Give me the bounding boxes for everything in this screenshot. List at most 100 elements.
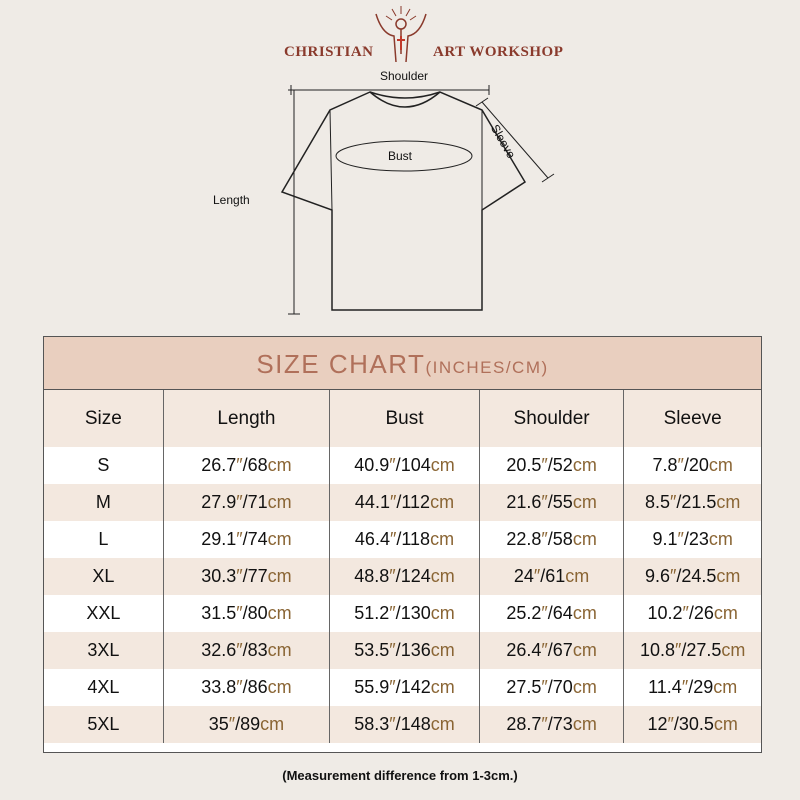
cm-value: 74 [247,529,268,549]
measurement-cell: 21.6 ″/55 cm [480,484,625,521]
cm-value: 23 [688,529,709,549]
cm-value: 64 [552,603,573,623]
cm-unit: cm [713,677,738,697]
cm-value: 67 [552,640,573,660]
inch-unit: ″ [389,529,397,549]
cm-unit: cm [572,714,597,734]
inch-value: 9.6 [644,566,670,586]
measurement-cell: 27.5 ″/70 cm [480,669,625,706]
cm-unit: cm [721,640,746,660]
column-header-sleeve: Sleeve [663,407,722,429]
measurement-cell: 7.8 ″/20 cm [652,455,733,475]
size-cell: 5XL [44,706,164,743]
inch-value: 10.2 [647,603,683,623]
column-header-shoulder: Shoulder [480,390,625,447]
table-row: XXL 31.5 ″/80 cm 51.2 ″/130 cm 25.2 ″/64 cm 10.2 ″ /… [44,595,761,632]
inch-unit: ″ [236,640,243,660]
inch-unit: ″ [389,455,396,475]
cm-unit: cm [430,455,455,475]
measurement-cell: 32.6 ″/83 cm [164,632,331,669]
cm-unit: cm [708,529,733,549]
header-row: Size Length Bust Shoulder Sleeve [44,390,761,447]
cm-value: 142 [400,677,431,697]
inch-unit: ″ [541,603,548,623]
measurement-cell: 27.9 ″/71 cm [164,484,331,521]
cm-value: 112 [401,492,431,512]
cm-unit: cm [572,529,597,549]
column-header-bust: Bust [330,390,480,447]
inch-value: 48.8 [354,566,390,586]
cm-value: 130 [400,603,431,623]
measurement-cell: 40.9 ″/104 cm [330,447,480,484]
inch-value: 53.5 [354,640,390,660]
cm-unit: cm [716,492,741,512]
cm-unit: cm [565,566,590,586]
inch-value: 27.9 [201,492,237,512]
cm-value: 29 [693,677,714,697]
cm-value: 52 [552,455,573,475]
cm-value: 61 [545,566,566,586]
measurement-cell: 10.2 ″/26 cm [647,603,738,623]
cm-unit: cm [572,492,597,512]
cm-value: 148 [400,714,431,734]
cm-unit: cm [716,566,741,586]
cm-unit: cm [260,714,285,734]
inch-unit: ″ [667,714,674,734]
table-row: M 27.9 ″/71 cm 44.1 ″/112 cm 21.6 ″/55 cm 8.5 ″/21.… [44,484,761,521]
inch-value: 40.9 [354,455,390,475]
cm-unit: cm [572,677,597,697]
column-header-length: Length [164,390,331,447]
measurement-note: (Measurement difference from 1-3cm.) [282,768,518,783]
brand-name-left: CHRISTIAN [284,44,374,60]
column-header-size: Size [44,390,164,447]
inch-unit: ″ [389,492,397,512]
cm-unit: cm [267,455,292,475]
cm-value: 68 [247,455,268,475]
inch-unit: ″ [669,492,677,512]
measurement-cell: 58.3 ″/148 cm [330,706,480,743]
inch-value: 51.2 [354,603,390,623]
inch-value: 35 [208,714,229,734]
measurement-cell: 31.5 ″/80 cm [164,595,331,632]
inch-value: 20.5 [506,455,542,475]
cm-unit: cm [430,677,455,697]
inch-unit: ″ [541,677,548,697]
cm-value: 118 [401,529,431,549]
size-cell: L [44,521,164,558]
inch-value: 46.4 [354,529,390,549]
inch-value: 33.8 [201,677,237,697]
cm-value: 70 [552,677,573,697]
cm-unit: cm [708,455,733,475]
cm-value: 30.5 [678,714,714,734]
measurement-cell: 55.9 ″/142 cm [330,669,480,706]
inch-value: 10.8 [639,640,675,660]
cm-unit: cm [430,603,455,623]
inch-unit: ″ [236,455,243,475]
inch-unit: ″ [541,455,548,475]
table-row: XL 30.3 ″/77 cm 48.8 ″/124 cm 24 ″/61 cm 9.6 ″/24.5… [44,558,761,595]
cm-value: 73 [552,714,573,734]
inch-unit: ″ [682,603,689,623]
measurement-cell: 51.2 ″/130 cm [330,595,480,632]
inch-value: 22.8 [506,529,542,549]
cm-value: 71 [247,492,268,512]
inch-unit: ″ [389,640,396,660]
title-text: SIZE CHART [256,349,426,379]
cm-unit: cm [267,566,292,586]
cm-unit: cm [572,455,597,475]
size-cell: M [44,484,164,521]
cm-value: 124 [400,566,431,586]
inch-value: 9.1 [652,529,678,549]
inch-unit: ″ [677,455,684,475]
inch-unit: ″ [389,566,396,586]
cm-value: 77 [247,566,268,586]
inch-unit: ″ [236,566,243,586]
inch-unit: ″ [541,492,548,512]
inch-unit: ″ [674,640,682,660]
cm-value: 24.5 [681,566,717,586]
size-chart-table: SIZE CHART(INCHES/CM) Size Length Bust Shou… [43,336,762,753]
inch-value: 28.7 [506,714,542,734]
cm-value: 26 [693,603,714,623]
inch-value: 24 [513,566,534,586]
table-row: 4XL 33.8 ″/86 cm 55.9 ″/142 cm 27.5 ″/70 cm 11.4 ″ /… [44,669,761,706]
